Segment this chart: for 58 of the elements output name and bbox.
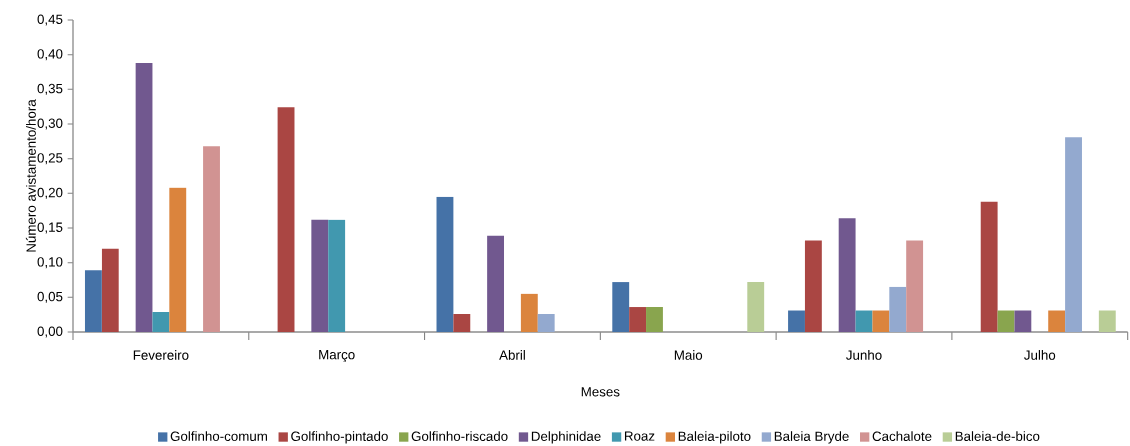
bar [169, 187, 187, 332]
y-tick-label: 0,25 [37, 153, 63, 165]
bar [520, 293, 538, 332]
bar [1065, 137, 1082, 332]
bar [203, 146, 220, 332]
x-tick-label: Fevereiro [133, 350, 189, 360]
bar [1098, 310, 1116, 332]
bar [997, 310, 1015, 332]
bar [453, 313, 471, 332]
legend-label: Cachalote [872, 431, 932, 441]
bar [135, 62, 153, 332]
legend-label: Delphinidae [531, 431, 601, 444]
y-tick-label: 0,35 [37, 83, 63, 95]
bar [311, 219, 329, 332]
y-tick-label: 0,00 [37, 326, 63, 338]
x-tick-label: Maio [674, 350, 703, 360]
bar [436, 196, 454, 332]
legend-label: Roaz [624, 431, 655, 441]
x-tick-label: Julho [1024, 350, 1056, 360]
bar [277, 107, 295, 332]
bar [980, 201, 998, 332]
y-tick-label: 0,45 [37, 14, 63, 26]
bar [152, 311, 170, 332]
bar [84, 270, 102, 332]
x-axis-title: Meses [581, 387, 620, 397]
bar [1048, 310, 1066, 332]
bar [1014, 310, 1032, 332]
x-tick-label: Abril [499, 350, 525, 360]
bar [612, 282, 630, 332]
x-tick-label: Março [319, 350, 355, 363]
y-axis-title: Número avistamento/hora [25, 99, 36, 252]
bar [101, 248, 119, 332]
bar [646, 307, 663, 332]
legend-label: Golfinho-pintado [291, 431, 388, 444]
x-tick-label: Junho [846, 350, 882, 360]
bar [537, 313, 555, 332]
y-tick-label: 0,30 [37, 118, 63, 130]
legend-label: Baleia Bryde [774, 431, 849, 444]
bar [838, 218, 856, 332]
y-tick-label: 0,15 [37, 222, 63, 234]
legend-label: Golfinho-riscado [411, 431, 508, 441]
y-tick-label: 0,20 [37, 187, 63, 199]
bar [855, 310, 873, 332]
legend-label: Baleia-de-bico [955, 431, 1040, 441]
legend-label: Baleia-piloto [678, 431, 751, 444]
bar [788, 310, 805, 332]
bar [804, 240, 822, 332]
bar [889, 286, 907, 332]
y-tick-label: 0,40 [37, 49, 63, 61]
bar [747, 282, 765, 332]
y-tick-label: 0,10 [37, 257, 63, 269]
bar [629, 307, 647, 332]
legend-label: Golfinho-comum [170, 431, 267, 441]
y-tick-label: 0,05 [37, 291, 63, 303]
bar [328, 219, 346, 332]
bar [487, 235, 505, 332]
bar [906, 240, 924, 332]
bar [872, 310, 890, 332]
